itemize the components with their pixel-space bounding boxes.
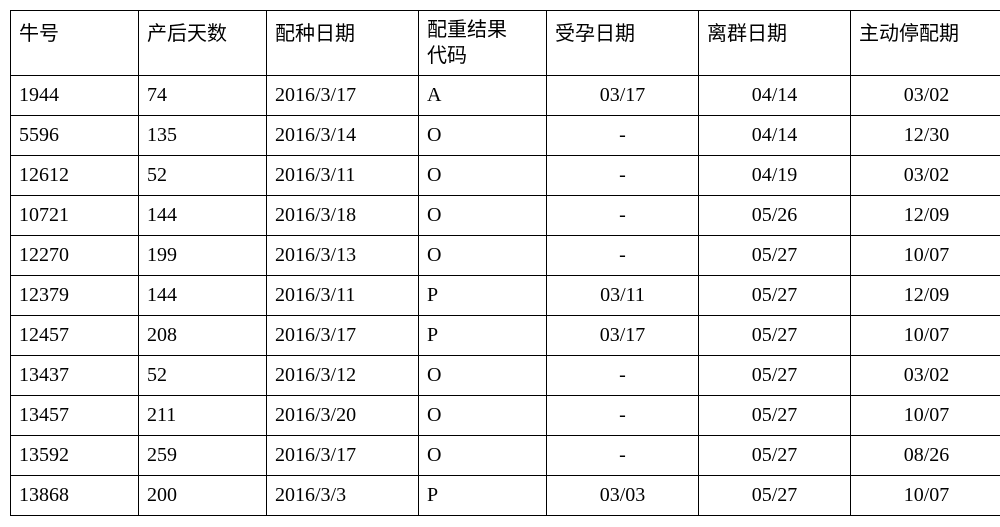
cell-conception-date: 03/17 — [547, 76, 699, 116]
cell-leave-date: 05/27 — [699, 436, 851, 476]
cell-days: 144 — [139, 276, 267, 316]
cell-cattle-id: 12270 — [11, 236, 139, 276]
cell-leave-date: 05/27 — [699, 476, 851, 516]
cell-breeding-date: 2016/3/3 — [267, 476, 419, 516]
cell-conception-date: - — [547, 236, 699, 276]
cell-result-code: P — [419, 316, 547, 356]
cell-conception-date: - — [547, 356, 699, 396]
cell-breeding-date: 2016/3/17 — [267, 316, 419, 356]
cell-stop-date: 03/02 — [851, 356, 1000, 396]
cell-conception-date: 03/11 — [547, 276, 699, 316]
table-row: 13592 259 2016/3/17 O - 05/27 08/26 — [11, 436, 1000, 476]
cell-conception-date: - — [547, 156, 699, 196]
cell-result-code: O — [419, 396, 547, 436]
cell-days: 135 — [139, 116, 267, 156]
cell-days: 208 — [139, 316, 267, 356]
cell-result-code: O — [419, 436, 547, 476]
cell-leave-date: 04/19 — [699, 156, 851, 196]
cell-result-code: P — [419, 276, 547, 316]
table-row: 13437 52 2016/3/12 O - 05/27 03/02 — [11, 356, 1000, 396]
cell-cattle-id: 13868 — [11, 476, 139, 516]
table-row: 13457 211 2016/3/20 O - 05/27 10/07 — [11, 396, 1000, 436]
cell-days: 200 — [139, 476, 267, 516]
cell-result-code: A — [419, 76, 547, 116]
cell-cattle-id: 12612 — [11, 156, 139, 196]
cell-days: 144 — [139, 196, 267, 236]
cell-result-code: O — [419, 156, 547, 196]
cell-stop-date: 10/07 — [851, 476, 1000, 516]
cell-leave-date: 05/27 — [699, 316, 851, 356]
cell-cattle-id: 13592 — [11, 436, 139, 476]
cell-days: 52 — [139, 356, 267, 396]
table-row: 1944 74 2016/3/17 A 03/17 04/14 03/02 — [11, 76, 1000, 116]
cell-cattle-id: 5596 — [11, 116, 139, 156]
table-row: 10721 144 2016/3/18 O - 05/26 12/09 — [11, 196, 1000, 236]
cell-stop-date: 08/26 — [851, 436, 1000, 476]
cell-cattle-id: 12379 — [11, 276, 139, 316]
cell-result-code: O — [419, 196, 547, 236]
cell-breeding-date: 2016/3/11 — [267, 156, 419, 196]
cell-result-code: O — [419, 236, 547, 276]
data-table: 牛号 产后天数 配种日期 配重结果代码 受孕日期 离群日期 主动停配期 1944… — [10, 10, 1000, 516]
cell-breeding-date: 2016/3/17 — [267, 76, 419, 116]
cell-cattle-id: 10721 — [11, 196, 139, 236]
cell-cattle-id: 12457 — [11, 316, 139, 356]
cell-leave-date: 05/27 — [699, 356, 851, 396]
cell-cattle-id: 13457 — [11, 396, 139, 436]
table-row: 12457 208 2016/3/17 P 03/17 05/27 10/07 — [11, 316, 1000, 356]
table-row: 12270 199 2016/3/13 O - 05/27 10/07 — [11, 236, 1000, 276]
cell-days: 259 — [139, 436, 267, 476]
cell-breeding-date: 2016/3/11 — [267, 276, 419, 316]
cell-days: 74 — [139, 76, 267, 116]
header-result-code: 配重结果代码 — [419, 11, 547, 76]
cell-result-code: P — [419, 476, 547, 516]
cell-breeding-date: 2016/3/12 — [267, 356, 419, 396]
table-row: 12379 144 2016/3/11 P 03/11 05/27 12/09 — [11, 276, 1000, 316]
cell-stop-date: 03/02 — [851, 156, 1000, 196]
header-days-postpartum: 产后天数 — [139, 11, 267, 76]
cell-stop-date: 03/02 — [851, 76, 1000, 116]
cell-stop-date: 10/07 — [851, 236, 1000, 276]
cell-stop-date: 12/09 — [851, 196, 1000, 236]
cell-stop-date: 10/07 — [851, 316, 1000, 356]
cell-breeding-date: 2016/3/20 — [267, 396, 419, 436]
header-row: 牛号 产后天数 配种日期 配重结果代码 受孕日期 离群日期 主动停配期 — [11, 11, 1000, 76]
cell-leave-date: 05/27 — [699, 396, 851, 436]
cell-stop-date: 10/07 — [851, 396, 1000, 436]
header-conception-date: 受孕日期 — [547, 11, 699, 76]
cell-cattle-id: 1944 — [11, 76, 139, 116]
cell-leave-date: 05/26 — [699, 196, 851, 236]
cell-breeding-date: 2016/3/14 — [267, 116, 419, 156]
cell-stop-date: 12/09 — [851, 276, 1000, 316]
table-row: 5596 135 2016/3/14 O - 04/14 12/30 — [11, 116, 1000, 156]
cell-days: 52 — [139, 156, 267, 196]
table-row: 12612 52 2016/3/11 O - 04/19 03/02 — [11, 156, 1000, 196]
header-leave-date: 离群日期 — [699, 11, 851, 76]
cell-leave-date: 05/27 — [699, 276, 851, 316]
cell-leave-date: 04/14 — [699, 76, 851, 116]
cell-conception-date: 03/03 — [547, 476, 699, 516]
cell-cattle-id: 13437 — [11, 356, 139, 396]
cell-result-code: O — [419, 116, 547, 156]
cell-breeding-date: 2016/3/18 — [267, 196, 419, 236]
cell-leave-date: 04/14 — [699, 116, 851, 156]
cell-stop-date: 12/30 — [851, 116, 1000, 156]
table-body: 1944 74 2016/3/17 A 03/17 04/14 03/02 55… — [11, 76, 1000, 516]
cell-conception-date: - — [547, 436, 699, 476]
cell-conception-date: - — [547, 196, 699, 236]
cell-conception-date: - — [547, 116, 699, 156]
header-cattle-id: 牛号 — [11, 11, 139, 76]
cell-breeding-date: 2016/3/13 — [267, 236, 419, 276]
cell-conception-date: 03/17 — [547, 316, 699, 356]
cell-result-code: O — [419, 356, 547, 396]
cell-leave-date: 05/27 — [699, 236, 851, 276]
header-breeding-date: 配种日期 — [267, 11, 419, 76]
cell-breeding-date: 2016/3/17 — [267, 436, 419, 476]
cell-days: 199 — [139, 236, 267, 276]
table-header: 牛号 产后天数 配种日期 配重结果代码 受孕日期 离群日期 主动停配期 — [11, 11, 1000, 76]
cell-conception-date: - — [547, 396, 699, 436]
cell-days: 211 — [139, 396, 267, 436]
table-row: 13868 200 2016/3/3 P 03/03 05/27 10/07 — [11, 476, 1000, 516]
header-stop-breeding-date: 主动停配期 — [851, 11, 1000, 76]
